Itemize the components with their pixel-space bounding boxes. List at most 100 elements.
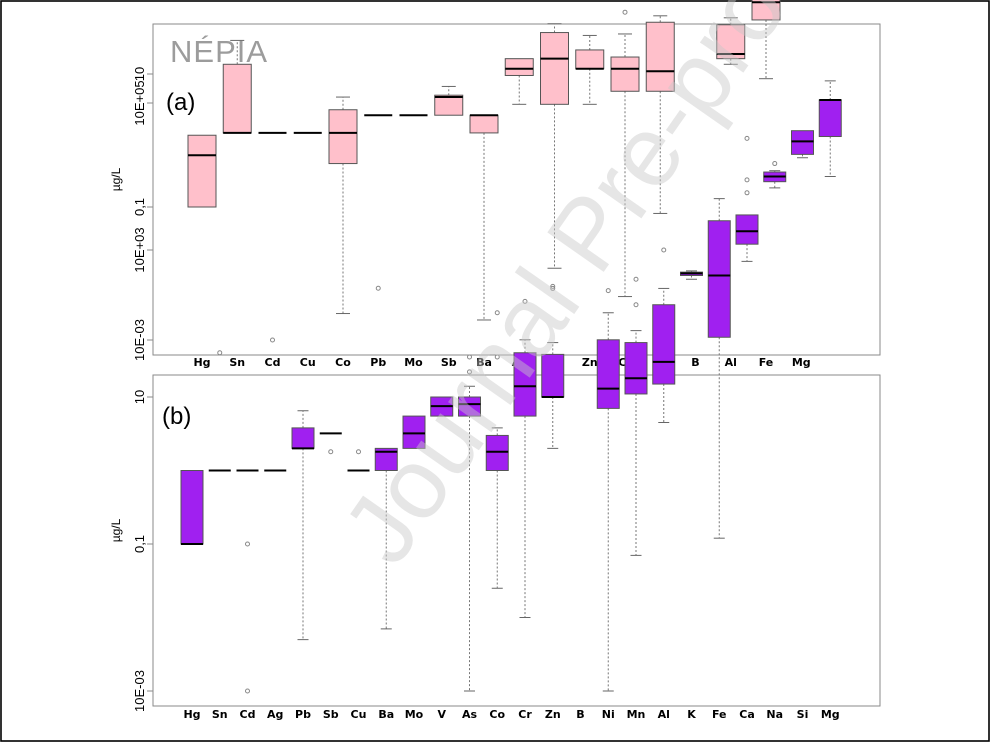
box-zn: Zn xyxy=(541,283,565,721)
y-tick-label: 10 xyxy=(132,67,147,81)
y-tick-label: 10E+05 xyxy=(132,80,147,125)
x-tick-label: Zn xyxy=(545,708,561,721)
x-tick-label: Ba xyxy=(476,356,492,369)
box-na: Na xyxy=(763,161,787,721)
outlier-point xyxy=(356,449,361,455)
box-body xyxy=(291,427,315,449)
panel-b: 10E-03 0,1 10 10E+03 10E+05 µg/L (b) Hg Sn Cd Ag Pb… xyxy=(109,80,881,721)
x-tick-label: Mo xyxy=(404,356,423,369)
box-hg: Hg xyxy=(180,470,204,721)
box-cr: Cr xyxy=(513,298,537,721)
site-name: NÉPIA xyxy=(170,34,268,69)
x-tick-label: Si xyxy=(797,708,809,721)
x-tick-label: Sb xyxy=(323,708,339,721)
outlier-point xyxy=(522,298,528,304)
box-ag: Ag xyxy=(264,469,287,721)
y-tick-label: 0,1 xyxy=(132,535,147,553)
box-hg: Hg xyxy=(187,134,217,369)
box-b: B xyxy=(576,708,584,721)
box-pb: Pb xyxy=(364,114,393,369)
x-tick-label: Ba xyxy=(378,708,394,721)
box-body xyxy=(791,130,814,155)
x-tick-label: Al xyxy=(725,356,737,369)
x-tick-label: Cd xyxy=(240,708,256,721)
x-tick-label: K xyxy=(687,708,696,721)
outlier-point xyxy=(550,285,556,291)
box-body xyxy=(504,58,534,76)
panel-label: (a) xyxy=(166,89,195,116)
box-ni: Ni xyxy=(645,15,675,369)
x-tick-label: B xyxy=(691,356,699,369)
box-body xyxy=(469,114,499,134)
x-tick-label: Ni xyxy=(602,708,615,721)
box-cu: Cu xyxy=(347,449,370,721)
y-tick-label: 10E-03 xyxy=(132,319,147,361)
x-tick-label: Mg xyxy=(792,356,811,369)
x-tick-label: Sn xyxy=(212,708,228,721)
x-tick-label: Fe xyxy=(712,708,727,721)
outlier-point xyxy=(328,449,334,455)
x-tick-label: Cu xyxy=(351,708,367,721)
box-si: Si xyxy=(791,130,814,721)
box-sb: Sb xyxy=(434,85,464,369)
outlier-point xyxy=(772,161,778,167)
y-axis-title: µg/L xyxy=(109,167,123,191)
outlier-point xyxy=(605,288,611,294)
box-body xyxy=(610,56,640,92)
x-tick-label: Sb xyxy=(441,356,457,369)
outlier-point xyxy=(744,135,750,141)
outlier-point xyxy=(744,177,750,183)
box-sb: Sb xyxy=(319,432,342,721)
outlier-point xyxy=(633,276,639,282)
box-body xyxy=(596,339,620,409)
box-sn: Sn xyxy=(208,350,231,721)
x-tick-label: Hg xyxy=(183,708,200,721)
watermark: Journal Pre-proof xyxy=(321,0,856,583)
x-tick-label: Mo xyxy=(405,708,424,721)
box-ba: Ba xyxy=(374,447,398,721)
box-as: As xyxy=(458,354,481,721)
y-tick-label: 10 xyxy=(132,390,147,404)
x-tick-label: Ca xyxy=(739,708,755,721)
x-tick-label: Fe xyxy=(759,356,774,369)
box-mg: Mg xyxy=(792,356,811,369)
x-tick-label: Cd xyxy=(265,356,281,369)
box-mn: Mn xyxy=(624,276,648,721)
x-tick-label: Cr xyxy=(518,708,532,721)
x-tick-label: As xyxy=(462,708,478,721)
box-fe: Fe xyxy=(707,198,731,721)
x-tick-label: Pb xyxy=(370,356,386,369)
box-body xyxy=(434,94,464,116)
box-ni: Ni xyxy=(596,288,620,721)
x-tick-label: Pb xyxy=(295,708,311,721)
box-fe: Fe xyxy=(751,0,781,369)
y-tick-label: 10E-03 xyxy=(132,670,147,712)
outlier-point xyxy=(217,350,223,356)
outlier-point xyxy=(661,247,667,253)
box-k: K xyxy=(680,270,703,721)
x-tick-label: B xyxy=(576,708,584,721)
box-zn: Zn xyxy=(575,34,605,369)
x-tick-label: Mn xyxy=(627,708,646,721)
box-pb: Pb xyxy=(291,410,315,721)
box-body xyxy=(180,470,204,545)
box-body xyxy=(575,49,605,70)
box-co: Co xyxy=(485,310,509,721)
box-body xyxy=(645,21,675,92)
box-body xyxy=(624,342,648,395)
box-body xyxy=(328,109,358,165)
x-tick-label: V xyxy=(437,708,446,721)
outlier-point xyxy=(467,354,472,360)
box-al: Al xyxy=(652,247,676,721)
outlier-point xyxy=(375,285,381,291)
box-mo: Mo xyxy=(402,415,426,721)
box-b: B xyxy=(691,356,699,369)
box-cd: Cd xyxy=(236,469,259,721)
x-tick-label: Sn xyxy=(229,356,245,369)
box-co: Co xyxy=(328,96,358,369)
outlier-point xyxy=(550,283,556,289)
outlier-point xyxy=(467,369,472,375)
box-body xyxy=(735,214,759,245)
